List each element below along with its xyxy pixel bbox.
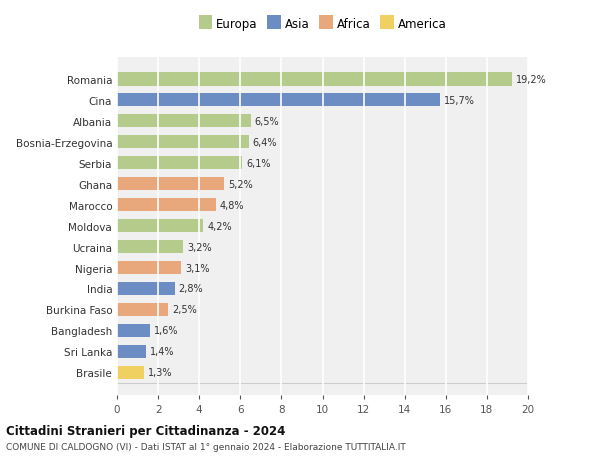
Bar — [117, 198, 215, 212]
Text: 1,6%: 1,6% — [154, 326, 178, 336]
Text: 5,2%: 5,2% — [228, 179, 253, 189]
Bar — [117, 177, 224, 191]
Bar — [117, 345, 146, 358]
Legend: Europa, Asia, Africa, America: Europa, Asia, Africa, America — [196, 16, 449, 34]
Bar — [117, 94, 440, 107]
Text: 3,2%: 3,2% — [187, 242, 211, 252]
Text: 2,5%: 2,5% — [172, 305, 197, 315]
Bar — [117, 115, 251, 128]
Text: 6,5%: 6,5% — [254, 117, 280, 126]
Bar — [117, 303, 169, 317]
Text: 4,8%: 4,8% — [220, 200, 244, 210]
Text: 2,8%: 2,8% — [179, 284, 203, 294]
Text: COMUNE DI CALDOGNO (VI) - Dati ISTAT al 1° gennaio 2024 - Elaborazione TUTTITALI: COMUNE DI CALDOGNO (VI) - Dati ISTAT al … — [6, 442, 406, 451]
Text: 1,4%: 1,4% — [150, 347, 175, 357]
Text: 15,7%: 15,7% — [444, 95, 475, 106]
Bar — [117, 282, 175, 296]
Bar — [117, 366, 144, 380]
Bar — [117, 73, 512, 86]
Text: 1,3%: 1,3% — [148, 368, 172, 378]
Bar — [117, 240, 183, 254]
Text: 3,1%: 3,1% — [185, 263, 209, 273]
Text: 4,2%: 4,2% — [208, 221, 232, 231]
Bar — [117, 324, 150, 337]
Bar — [117, 157, 242, 170]
Text: 6,1%: 6,1% — [247, 158, 271, 168]
Text: Cittadini Stranieri per Cittadinanza - 2024: Cittadini Stranieri per Cittadinanza - 2… — [6, 425, 286, 437]
Bar — [117, 219, 203, 233]
Text: 19,2%: 19,2% — [515, 74, 547, 84]
Bar — [117, 261, 181, 275]
Text: 6,4%: 6,4% — [253, 137, 277, 147]
Bar — [117, 135, 248, 149]
